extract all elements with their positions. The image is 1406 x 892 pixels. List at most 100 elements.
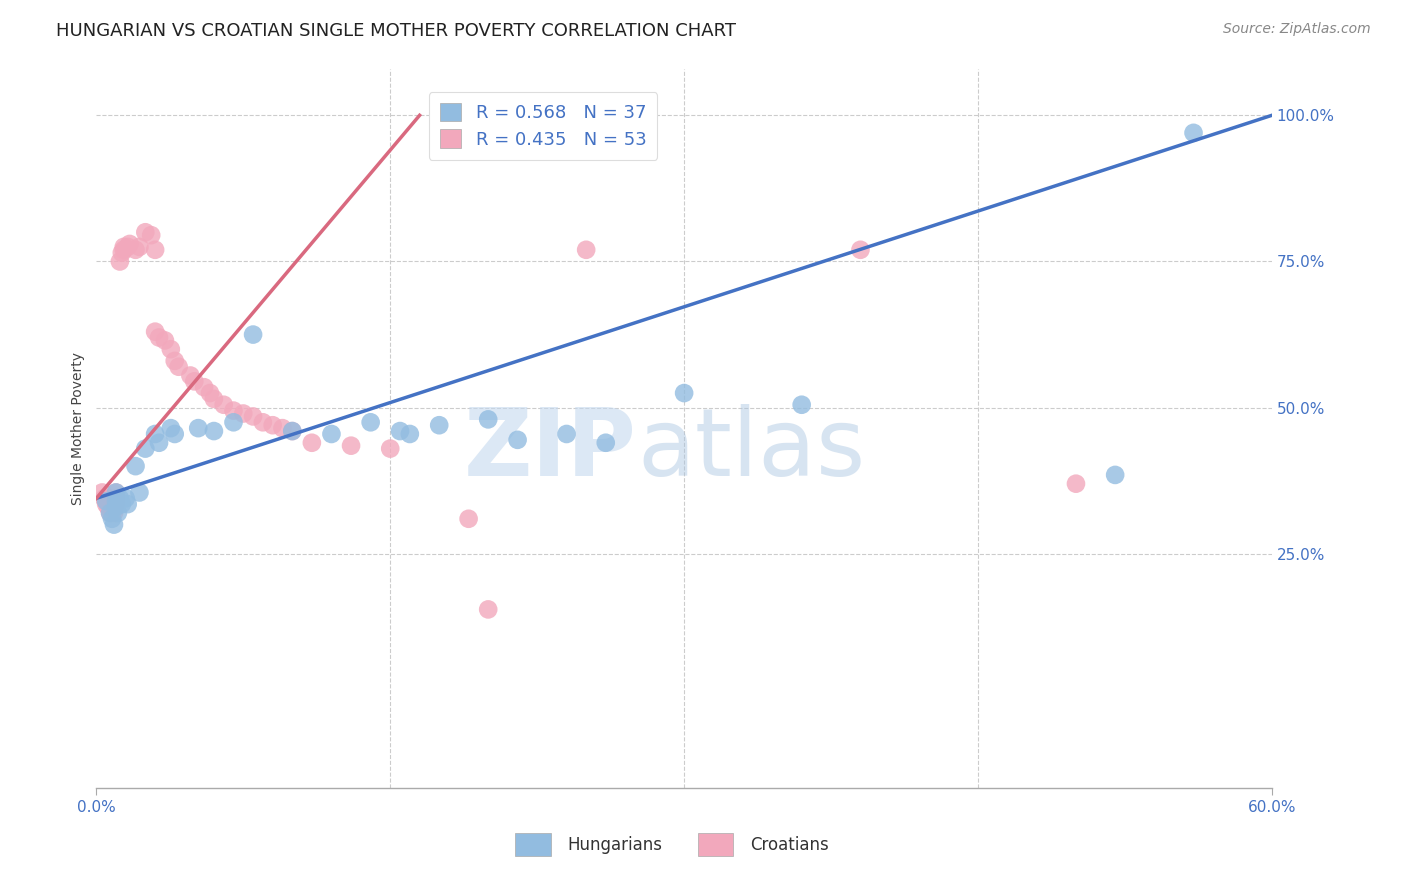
Point <box>104 485 127 500</box>
Point <box>117 497 139 511</box>
Point <box>153 334 176 348</box>
Point <box>380 442 402 456</box>
Point <box>117 240 139 254</box>
Point <box>506 433 529 447</box>
Point <box>179 368 201 383</box>
Point <box>108 491 131 506</box>
Point <box>159 342 181 356</box>
Point <box>222 403 245 417</box>
Point <box>101 512 124 526</box>
Point <box>94 494 117 508</box>
Point <box>104 485 127 500</box>
Point <box>790 398 813 412</box>
Point <box>148 330 170 344</box>
Point <box>301 435 323 450</box>
Text: ZIP: ZIP <box>464 404 637 496</box>
Point <box>477 602 499 616</box>
Text: Source: ZipAtlas.com: Source: ZipAtlas.com <box>1223 22 1371 37</box>
Legend: R = 0.568   N = 37, R = 0.435   N = 53: R = 0.568 N = 37, R = 0.435 N = 53 <box>429 92 658 160</box>
Point <box>321 427 343 442</box>
Point <box>673 386 696 401</box>
Point <box>148 435 170 450</box>
Text: Hungarians: Hungarians <box>568 837 662 855</box>
Point <box>143 243 166 257</box>
Point <box>849 243 872 257</box>
Point <box>427 418 450 433</box>
Point <box>104 491 127 506</box>
Point <box>159 421 181 435</box>
Text: HUNGARIAN VS CROATIAN SINGLE MOTHER POVERTY CORRELATION CHART: HUNGARIAN VS CROATIAN SINGLE MOTHER POVE… <box>56 22 737 40</box>
Point <box>163 427 186 442</box>
Point <box>112 240 135 254</box>
Point <box>198 386 221 401</box>
Bar <box>699 833 734 855</box>
Point <box>252 415 274 429</box>
Point <box>262 418 284 433</box>
Point <box>103 506 125 520</box>
Point <box>128 240 150 254</box>
Point <box>128 485 150 500</box>
Point <box>340 439 363 453</box>
Point <box>1064 476 1087 491</box>
Point <box>91 485 114 500</box>
Point <box>104 500 127 514</box>
Point <box>134 442 156 456</box>
Point <box>98 506 121 520</box>
Point <box>575 243 598 257</box>
Point <box>94 494 117 508</box>
Point <box>477 412 499 426</box>
Point <box>124 459 146 474</box>
Point <box>457 512 479 526</box>
Text: Croatians: Croatians <box>751 837 830 855</box>
Point <box>389 424 412 438</box>
Point <box>104 497 127 511</box>
Point <box>202 392 225 406</box>
Point <box>94 497 117 511</box>
Point <box>281 424 304 438</box>
Point <box>242 409 264 424</box>
Point <box>141 228 163 243</box>
Point <box>98 506 121 520</box>
Point <box>134 225 156 239</box>
Point <box>187 421 209 435</box>
Point <box>97 500 120 514</box>
Point <box>183 375 205 389</box>
Y-axis label: Single Mother Poverty: Single Mother Poverty <box>72 351 86 505</box>
Point <box>271 421 294 435</box>
Point <box>118 236 141 251</box>
Point <box>101 494 124 508</box>
Point <box>112 243 135 257</box>
Point <box>222 415 245 429</box>
Point <box>111 245 134 260</box>
Point <box>143 325 166 339</box>
Point <box>98 497 121 511</box>
Point <box>98 491 121 506</box>
Point <box>360 415 382 429</box>
Point <box>163 354 186 368</box>
Point <box>1182 126 1205 140</box>
Point <box>193 380 215 394</box>
Point <box>124 243 146 257</box>
Point <box>281 424 304 438</box>
Point <box>103 517 125 532</box>
Point <box>93 491 115 506</box>
Point <box>107 506 129 520</box>
Point <box>143 427 166 442</box>
Point <box>104 494 127 508</box>
Point <box>97 494 120 508</box>
Point <box>111 497 134 511</box>
Point <box>103 500 125 514</box>
Text: atlas: atlas <box>637 404 865 496</box>
Point <box>595 435 617 450</box>
Point <box>398 427 420 442</box>
Point <box>242 327 264 342</box>
Point <box>167 359 190 374</box>
Point <box>232 407 254 421</box>
Point <box>202 424 225 438</box>
Point <box>1104 467 1126 482</box>
Point <box>555 427 578 442</box>
Point <box>114 491 136 506</box>
Bar <box>516 833 551 855</box>
Point <box>212 398 235 412</box>
Point <box>108 254 131 268</box>
